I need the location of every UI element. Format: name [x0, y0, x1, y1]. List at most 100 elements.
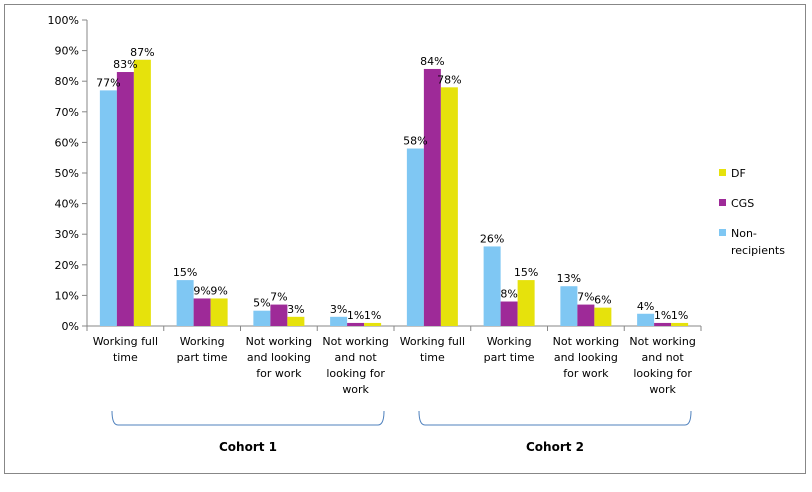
y-tick-label: 50% — [55, 167, 79, 180]
legend-label: Non- — [731, 227, 757, 240]
data-label: 1% — [347, 309, 364, 322]
bar — [133, 59, 151, 326]
y-tick-label: 30% — [55, 228, 79, 241]
data-label: 15% — [173, 266, 197, 279]
data-label: 87% — [130, 46, 154, 59]
y-tick-label: 40% — [55, 198, 79, 211]
legend: DF CGS Non-recipients — [719, 167, 785, 257]
legend-label: recipients — [731, 244, 785, 257]
bars-layer — [99, 59, 689, 327]
bar — [193, 298, 211, 326]
category-label: Working — [180, 335, 225, 348]
bar — [671, 322, 689, 326]
y-tick-label: 70% — [55, 106, 79, 119]
data-label: 83% — [113, 58, 137, 71]
y-tick-label: 90% — [55, 45, 79, 58]
y-tick-label: 10% — [55, 289, 79, 302]
chart-svg: 0% 10% 20% 30% 40% 50% 60% 70% 80% 90% 100% 77% 15%… — [48, 14, 786, 454]
category-label: and looking — [554, 351, 618, 364]
data-label: 8% — [500, 288, 517, 301]
bar — [654, 322, 672, 326]
data-label: 7% — [577, 291, 594, 304]
axis-layer: 0% 10% 20% 30% 40% 50% 60% 70% 80% 90% 100% — [48, 14, 702, 333]
category-label: part time — [177, 351, 228, 364]
category-label: Not working — [553, 335, 619, 348]
category-label: and not — [335, 351, 378, 364]
bar — [500, 301, 518, 326]
bar — [364, 322, 382, 326]
chart-frame: 0% 10% 20% 30% 40% 50% 60% 70% 80% 90% 100% 77% 15%… — [4, 4, 806, 474]
category-label: part time — [484, 351, 535, 364]
legend-swatch — [719, 199, 726, 206]
bar — [577, 304, 595, 326]
legend-label: DF — [731, 167, 746, 180]
category-label: and not — [642, 351, 685, 364]
bar — [594, 307, 612, 326]
data-label: 13% — [557, 272, 581, 285]
category-label: work — [649, 383, 676, 396]
data-label: 5% — [253, 297, 270, 310]
data-label: 7% — [270, 291, 287, 304]
category-label: looking for — [326, 367, 385, 380]
bar — [116, 72, 134, 327]
cohort-brace — [111, 410, 385, 426]
bar — [210, 298, 228, 326]
data-label: 1% — [654, 309, 671, 322]
data-label: 26% — [480, 232, 504, 245]
category-label: and looking — [247, 351, 311, 364]
category-label: Not working — [322, 335, 388, 348]
data-label: 78% — [437, 73, 461, 86]
category-label: Not working — [629, 335, 695, 348]
data-label: 6% — [594, 294, 611, 307]
bar — [406, 148, 424, 326]
bar — [253, 310, 271, 326]
bar — [176, 280, 194, 326]
legend-swatch — [719, 169, 726, 176]
data-label: 77% — [96, 76, 120, 89]
category-label: Working full — [400, 335, 465, 348]
data-label: 9% — [193, 284, 210, 297]
data-label: 3% — [287, 303, 304, 316]
category-label: Working — [487, 335, 532, 348]
category-label: for work — [563, 367, 609, 380]
bar — [440, 87, 458, 326]
cohort-label: Cohort 1 — [219, 440, 277, 454]
data-label: 1% — [671, 309, 688, 322]
category-label: time — [113, 351, 138, 364]
cohort-label: Cohort 2 — [526, 440, 584, 454]
data-label: 84% — [420, 55, 444, 68]
data-label: 1% — [364, 309, 381, 322]
bar — [637, 313, 655, 326]
category-label: Not working — [246, 335, 312, 348]
bar — [287, 316, 305, 326]
bar — [270, 304, 288, 326]
cohort-brace — [418, 410, 692, 426]
data-label: 3% — [330, 303, 347, 316]
bar — [560, 286, 578, 326]
category-label: looking for — [633, 367, 692, 380]
y-tick-label: 60% — [55, 136, 79, 149]
bar — [423, 68, 441, 327]
y-tick-label: 20% — [55, 259, 79, 272]
y-tick-label: 0% — [62, 320, 79, 333]
category-label: time — [420, 351, 445, 364]
category-label: work — [342, 383, 369, 396]
bar — [347, 322, 365, 326]
data-label: 15% — [514, 266, 538, 279]
legend-swatch — [719, 229, 726, 236]
bar — [330, 316, 348, 326]
bar — [517, 280, 535, 326]
data-label: 4% — [637, 300, 654, 313]
data-label: 9% — [210, 284, 227, 297]
category-label: Working full — [93, 335, 158, 348]
data-label: 58% — [403, 135, 427, 148]
data-labels-layer: 77% 15% 5% 3% 58% 26% 13% 4% 83% 9% 7% 1% 84% 8% 7% 1% 8… — [96, 46, 688, 322]
category-label: for work — [256, 367, 302, 380]
bar — [483, 246, 501, 326]
y-tick-label: 80% — [55, 75, 79, 88]
y-tick-label: 100% — [48, 14, 79, 27]
bar — [99, 90, 117, 326]
category-labels-layer: Working full time Working part time Not work… — [93, 335, 696, 396]
legend-label: CGS — [731, 197, 754, 210]
cohort-groups-layer: Cohort 1 Cohort 2 — [111, 410, 692, 454]
